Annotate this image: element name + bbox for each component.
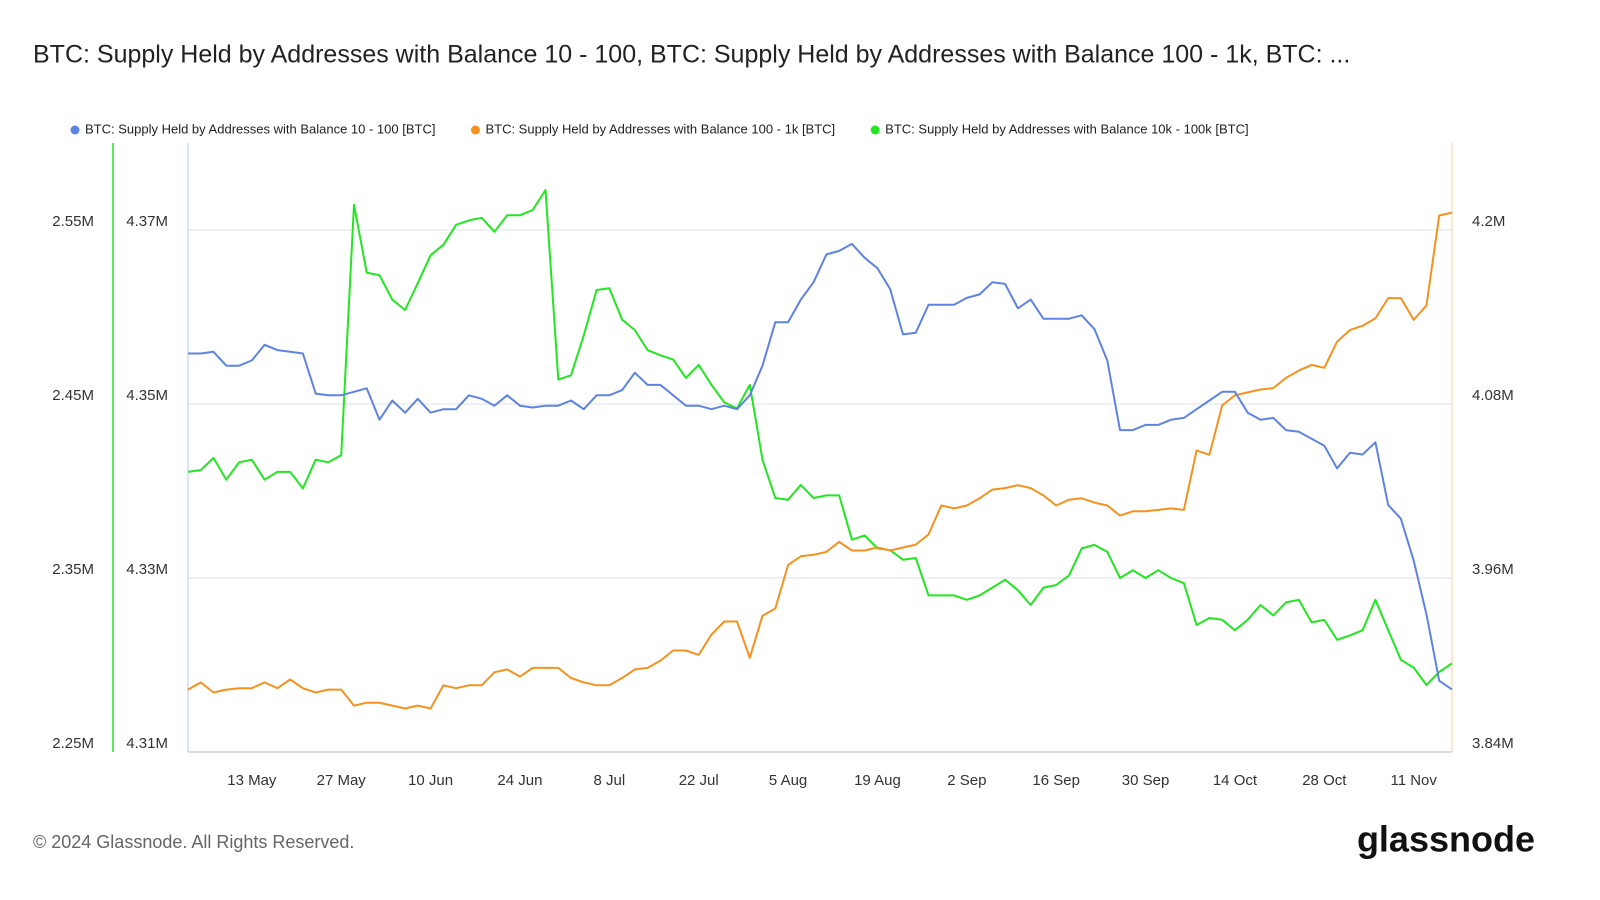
legend-marker <box>70 125 80 135</box>
legend-label: BTC: Supply Held by Addresses with Balan… <box>85 121 435 136</box>
x-tick-label: 30 Sep <box>1122 772 1170 789</box>
copyright: © 2024 Glassnode. All Rights Reserved. <box>33 832 354 852</box>
y-tick-label: 2.55M <box>52 213 94 230</box>
chart-title: BTC: Supply Held by Addresses with Balan… <box>33 41 1350 69</box>
x-tick-label: 11 Nov <box>1390 772 1437 789</box>
x-tick-label: 27 May <box>317 772 367 789</box>
y-tick-label: 2.35M <box>52 561 94 578</box>
legend-label: BTC: Supply Held by Addresses with Balan… <box>885 121 1248 136</box>
x-tick-label: 19 Aug <box>854 772 901 789</box>
legend-label: BTC: Supply Held by Addresses with Balan… <box>485 121 835 136</box>
series-line <box>187 189 1453 686</box>
x-tick-label: 28 Oct <box>1302 772 1347 789</box>
x-tick-label: 16 Sep <box>1032 772 1080 789</box>
x-tick-label: 10 Jun <box>408 772 453 789</box>
y-tick-label: 2.45M <box>52 387 94 404</box>
y3-tick-label: 4.31M <box>126 735 168 752</box>
y2-tick-label: 4.08M <box>1472 387 1514 404</box>
y-tick-label: 2.25M <box>52 735 94 752</box>
x-tick-label: 14 Oct <box>1213 772 1258 789</box>
y2-tick-label: 3.84M <box>1472 735 1514 752</box>
brand-logo: glassnode <box>1357 819 1535 860</box>
y3-tick-label: 4.37M <box>126 213 168 230</box>
y3-tick-label: 4.33M <box>126 561 168 578</box>
y2-tick-label: 4.2M <box>1472 213 1505 230</box>
x-tick-label: 13 May <box>227 772 277 789</box>
x-tick-label: 22 Jul <box>679 772 719 789</box>
y3-tick-label: 4.35M <box>126 387 168 404</box>
x-tick-label: 8 Jul <box>593 772 625 789</box>
x-tick-label: 5 Aug <box>769 772 807 789</box>
series-line <box>188 242 1453 691</box>
series-line <box>187 211 1453 710</box>
x-tick-label: 2 Sep <box>947 772 986 789</box>
legend-marker <box>870 125 880 135</box>
legend-marker <box>470 125 480 135</box>
x-tick-label: 24 Jun <box>497 772 542 789</box>
y2-tick-label: 3.96M <box>1472 561 1514 578</box>
